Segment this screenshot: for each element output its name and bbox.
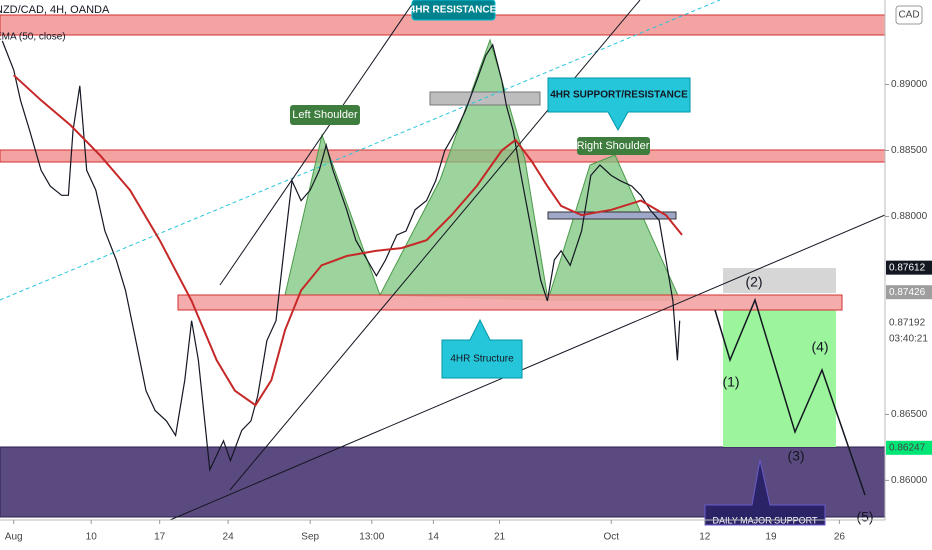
y-tick-label: 0.86500 <box>891 409 928 420</box>
wave-label: (3) <box>787 448 804 464</box>
currency: CAD <box>898 10 919 21</box>
x-tick-label: 24 <box>223 532 235 543</box>
symbol-title: NZD/CAD, 4H, OANDA <box>0 4 110 16</box>
x-tick-label: 13:00 <box>359 532 384 543</box>
zone-box <box>429 91 541 106</box>
price-label-box <box>886 285 932 300</box>
x-tick-label: Aug <box>5 532 23 543</box>
x-tick-label: 26 <box>834 532 846 543</box>
resistance-zone <box>0 149 885 163</box>
price-line <box>1 40 681 472</box>
wave-path <box>714 297 866 496</box>
stop-box <box>723 268 836 293</box>
annotation: Left Shoulder <box>292 109 358 121</box>
price-label: 0.87192 <box>889 318 926 329</box>
x-tick-label: 19 <box>765 532 777 543</box>
x-tick-label: Sep <box>301 532 319 543</box>
price-label-box <box>886 440 932 455</box>
y-tick-label: 0.89000 <box>891 79 928 90</box>
structure-zone <box>177 294 843 311</box>
label-box <box>290 105 360 125</box>
callout <box>704 459 826 526</box>
price-label-box <box>886 316 932 331</box>
callout <box>441 318 523 379</box>
annotation: 4HR RESISTANCE <box>410 5 497 16</box>
wave-label: (2) <box>745 274 762 290</box>
countdown: 03:40:21 <box>889 334 928 345</box>
x-tick-label: 17 <box>154 532 166 543</box>
callout <box>547 77 691 132</box>
x-tick-label: 14 <box>428 532 440 543</box>
x-tick-label: Oct <box>604 532 620 543</box>
zone-box <box>547 211 677 220</box>
annotations: 4HR RESISTANCE Left Shoulder 4HR SUPPORT… <box>0 0 874 526</box>
indicator-label: EMA (50, close) <box>0 32 66 43</box>
wave-label: (4) <box>811 339 828 355</box>
annotation: 4HR Structure <box>450 354 514 365</box>
trend-line <box>0 0 721 301</box>
x-tick-label: 21 <box>494 532 506 543</box>
label-box <box>577 137 650 155</box>
x-tick-label: 10 <box>86 532 98 543</box>
annotation: Right Shoulder <box>577 140 650 152</box>
x-tick-label: 12 <box>699 532 711 543</box>
trend-line <box>219 0 416 286</box>
price-marks <box>1 40 683 472</box>
ema-line <box>13 74 683 407</box>
price-label: 0.86247 <box>889 442 926 453</box>
y-tick-label: 0.88500 <box>891 145 928 156</box>
currency-box <box>895 5 923 25</box>
price-label: 0.87426 <box>889 287 926 298</box>
axes: 0.86000 0.86500 0.88000 0.88500 0.89000 Aug 10… <box>5 79 932 543</box>
y-tick-label: 0.88000 <box>891 211 928 222</box>
price-label: 0.87612 <box>889 262 926 273</box>
trend-line <box>169 214 885 520</box>
wave-label: (5) <box>856 509 873 525</box>
y-tick-label: 0.86000 <box>891 475 928 486</box>
annotation: 4HR SUPPORT/RESISTANCE <box>550 90 688 101</box>
label-box <box>411 0 496 21</box>
price-label-box <box>886 260 932 275</box>
drawings <box>0 0 885 520</box>
wave-label: (1) <box>722 374 739 390</box>
head <box>379 38 549 301</box>
